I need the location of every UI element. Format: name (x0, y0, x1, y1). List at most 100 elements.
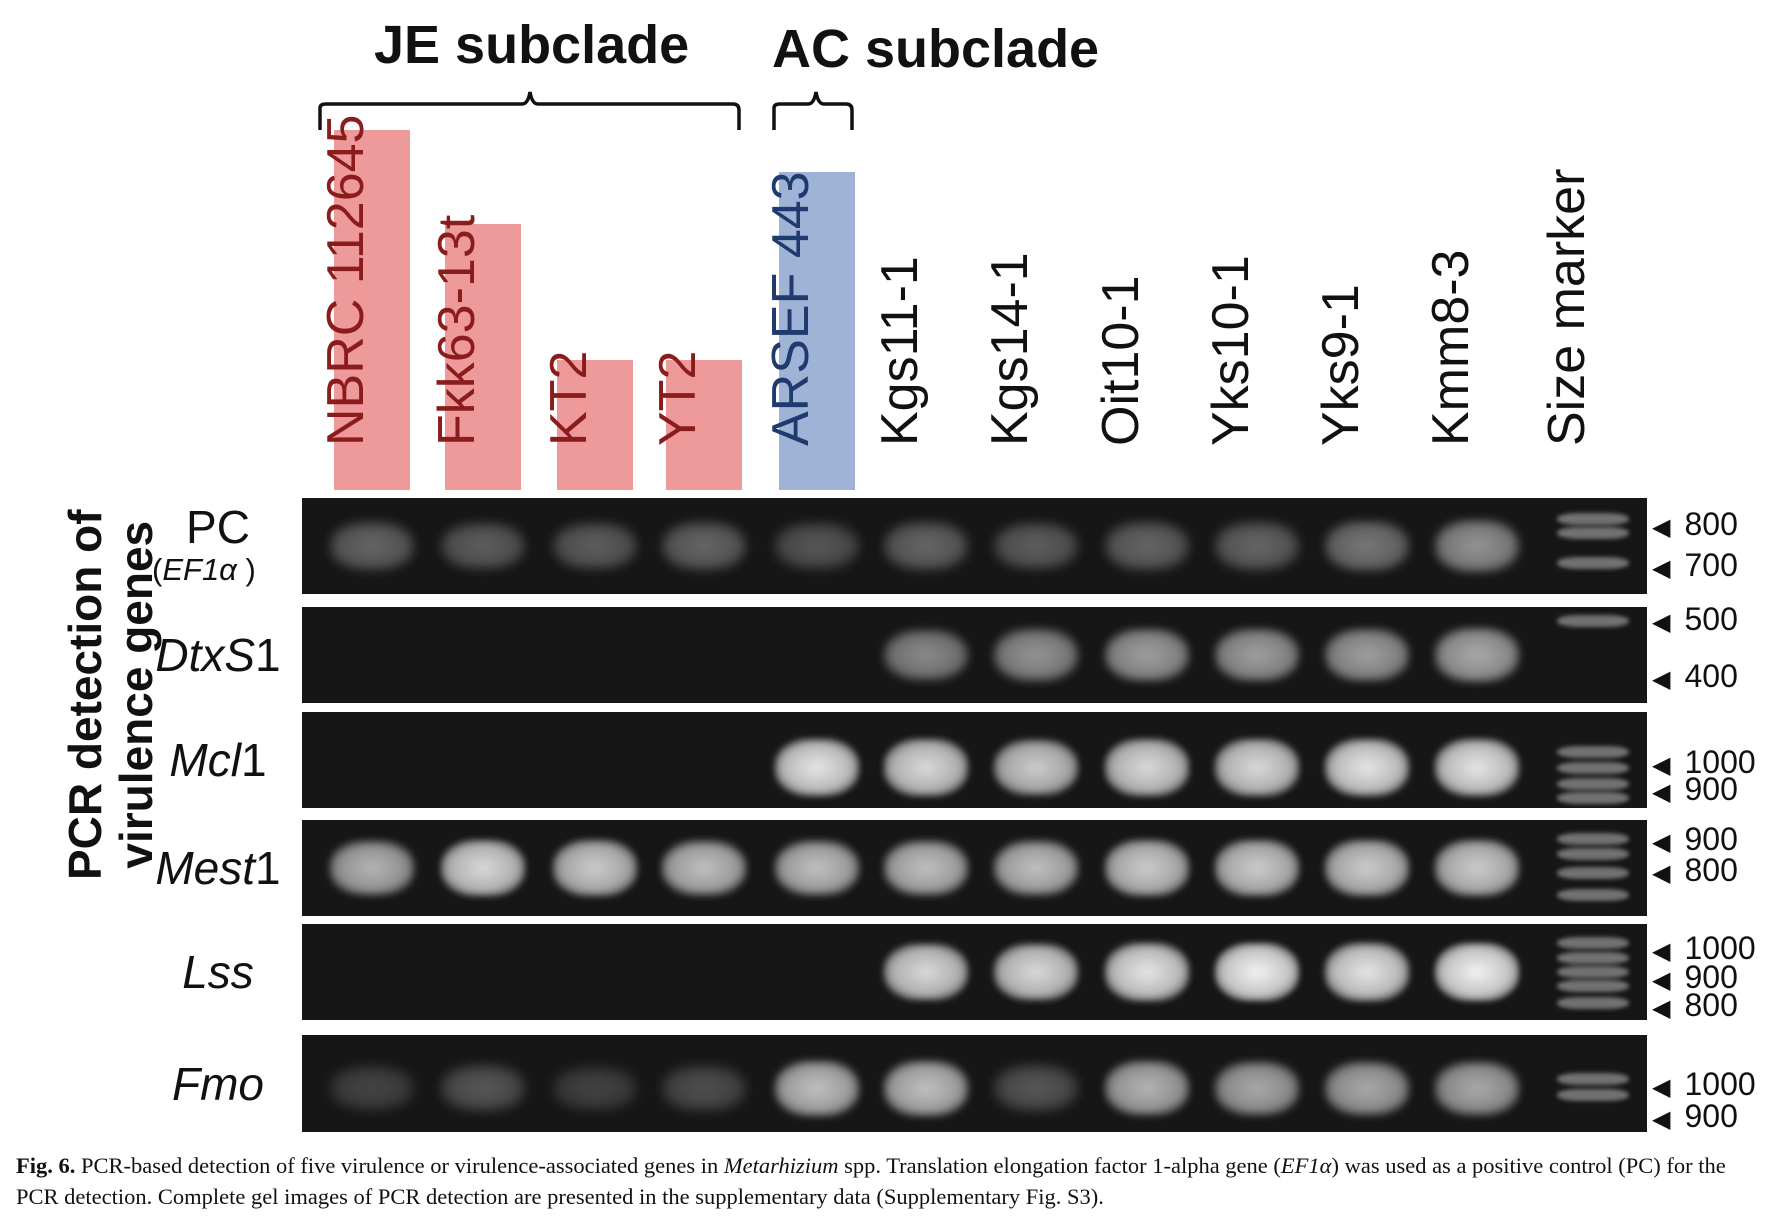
lane-label-fkk63-13t: Fkk63-13t (428, 215, 521, 490)
band (1215, 522, 1299, 570)
size-tick-700: ◀ 700 (1652, 547, 1738, 584)
size-tick-900: ◀ 900 (1652, 821, 1738, 858)
lane-label-oit10-1: Oit10-1 (1092, 150, 1185, 490)
band (1215, 739, 1299, 796)
size-arrow-icon: ◀ (1652, 938, 1671, 965)
size-tick-800: ◀ 800 (1652, 851, 1738, 888)
caption-fig-label: Fig. 6. (16, 1153, 76, 1178)
band (330, 522, 414, 570)
band (1435, 840, 1519, 896)
caption-part3: ) was used as a positive control (PC) fo… (16, 1153, 1726, 1210)
size-arrow-icon: ◀ (1652, 859, 1671, 887)
size-tick-800: ◀ 800 (1652, 986, 1738, 1023)
lane-label-size-marker: Size marker (1538, 150, 1631, 490)
je-subclade-title: JE subclade (374, 15, 690, 75)
ac-subclade-title: AC subclade (772, 19, 1100, 79)
band (1215, 628, 1299, 682)
gene-label-pc: PC (186, 501, 250, 553)
lane-label-kmm8-3: Kmm8-3 (1422, 150, 1515, 490)
marker-band (1557, 557, 1629, 570)
lane-label-yt2: YT2 (649, 351, 742, 490)
band (1105, 522, 1189, 570)
band (441, 522, 525, 570)
lane-label-text: Fkk63-13t (428, 214, 486, 446)
size-tick-500: ◀ 500 (1652, 600, 1738, 637)
band (994, 1065, 1078, 1112)
size-arrow-icon: ◀ (1652, 751, 1671, 779)
band (884, 739, 968, 796)
band (662, 840, 746, 896)
gel-strip-mcl (302, 712, 1647, 808)
lane-label-text: Oit10-1 (1092, 275, 1150, 446)
je-brace (318, 91, 741, 130)
figure-caption: Fig. 6. PCR-based detection of five viru… (16, 1150, 1761, 1212)
band (1435, 739, 1519, 797)
band (1325, 943, 1409, 1001)
band (1105, 628, 1189, 682)
gel-strip-mest (302, 820, 1647, 916)
marker-band (1557, 966, 1629, 978)
band (1105, 943, 1189, 1001)
band (775, 523, 859, 569)
lane-label-text: YT2 (649, 350, 707, 446)
band (441, 1065, 525, 1112)
marker-band (1557, 778, 1629, 790)
caption-part1: PCR-based detection of five virulence or… (75, 1153, 724, 1178)
caption-part2: spp. Translation elongation factor 1-alp… (838, 1153, 1281, 1178)
size-arrow-icon: ◀ (1652, 778, 1671, 806)
band (1435, 943, 1519, 1001)
size-arrow-icon: ◀ (1652, 1105, 1671, 1133)
marker-band (1557, 615, 1629, 628)
band (553, 1066, 637, 1111)
marker-band (1557, 937, 1629, 950)
lane-label-kt2: KT2 (540, 351, 633, 490)
marker-band (1557, 951, 1629, 964)
band (775, 739, 859, 797)
caption-gene-abbrev: EF1α (1280, 1153, 1332, 1178)
size-tick-400: ◀ 400 (1652, 658, 1738, 695)
gene-sublabel-pc: (EF1α ) (152, 552, 256, 587)
size-tick-900: ◀ 900 (1652, 958, 1738, 995)
size-tick-1000: ◀ 1000 (1652, 930, 1756, 966)
band (1215, 943, 1299, 1001)
band (662, 522, 746, 570)
lane-label-text: Yks9-1 (1312, 284, 1370, 446)
band (441, 839, 525, 897)
band (330, 1066, 414, 1111)
gel-strip-lss (302, 924, 1647, 1020)
size-tick-1000: ◀ 1000 (1652, 1065, 1756, 1102)
band (994, 522, 1078, 570)
band (994, 943, 1078, 1001)
band (884, 629, 968, 681)
band (1435, 520, 1519, 572)
band (1435, 1061, 1519, 1115)
band (553, 522, 637, 570)
gene-label-mest: Mest1 (155, 842, 281, 894)
band (884, 943, 968, 1001)
ac-brace (772, 91, 854, 130)
size-tick-900: ◀ 900 (1652, 770, 1738, 807)
lane-label-text: Size marker (1538, 168, 1596, 446)
lane-label-text: Kmm8-3 (1422, 249, 1480, 446)
marker-band (1557, 513, 1629, 526)
lane-label-text: ARSEF 443 (762, 171, 820, 446)
size-arrow-icon: ◀ (1652, 829, 1671, 857)
band (1325, 521, 1409, 571)
band (884, 522, 968, 570)
marker-band (1557, 888, 1629, 901)
band (994, 840, 1078, 896)
marker-band (1557, 980, 1629, 993)
caption-genus: Metarhizium (723, 1153, 839, 1178)
band (1325, 739, 1409, 797)
gene-label-dtxs: DtxS1 (155, 629, 281, 681)
band (994, 629, 1078, 681)
band (662, 1065, 746, 1111)
band (884, 1060, 968, 1116)
band (775, 1060, 859, 1116)
marker-band (1557, 847, 1629, 860)
size-tick-800: ◀ 800 (1652, 505, 1738, 542)
size-arrow-icon: ◀ (1652, 994, 1671, 1022)
band (1325, 1061, 1409, 1115)
band (1105, 739, 1189, 796)
